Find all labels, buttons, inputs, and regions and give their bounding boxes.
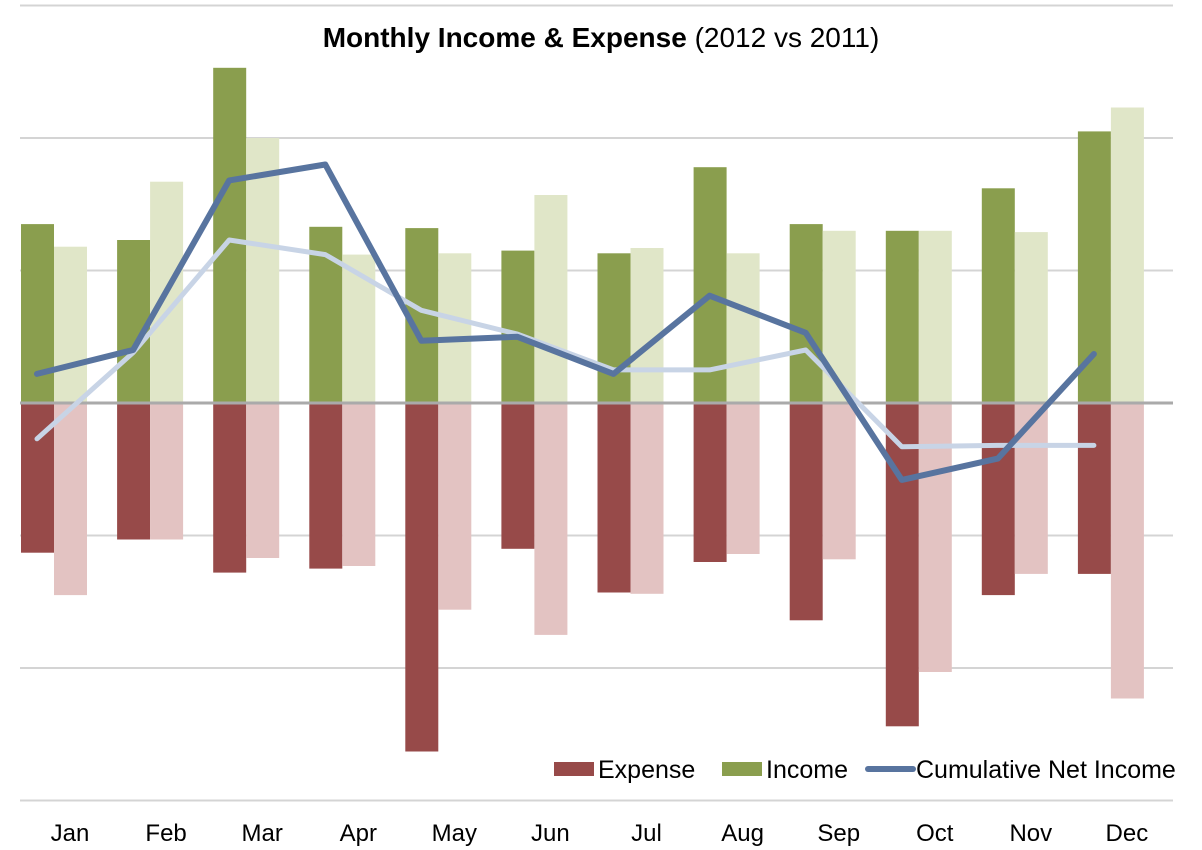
- x-tick-label: Feb: [145, 820, 186, 847]
- chart-subtitle: (2012 vs 2011): [694, 22, 880, 53]
- expense-bar-2011-dec: [1110, 403, 1144, 699]
- income-bar-2012-sep: [789, 224, 823, 403]
- legend-swatch-expense: [554, 762, 594, 776]
- income-bar-2011-may: [438, 253, 472, 403]
- expense-bar-2011-oct: [918, 403, 952, 672]
- x-tick-label: Jun: [531, 820, 570, 847]
- legend-swatch-income: [722, 762, 762, 776]
- x-tick-label: May: [432, 820, 477, 847]
- expense-bar-2012-dec: [1077, 403, 1111, 574]
- lines: [34, 161, 1097, 483]
- gridlines: [20, 4, 1173, 802]
- income-bar-2012-jul: [597, 253, 631, 403]
- income-bar-2012-oct: [885, 230, 919, 404]
- income-bar-2011-nov: [1014, 232, 1048, 403]
- expense-bar-2011-nov: [1014, 403, 1048, 574]
- income-bar-2012-jun: [501, 250, 535, 403]
- x-tick-label: Apr: [340, 820, 377, 847]
- expense-bar-2011-may: [438, 403, 472, 610]
- x-tick-label: Aug: [721, 820, 764, 847]
- expense-bar-2012-jul: [597, 403, 631, 593]
- chart-title-main: Monthly Income & Expense: [322, 22, 687, 53]
- bars: [21, 67, 1144, 752]
- expense-bar-2012-mar: [213, 403, 247, 573]
- x-tick-label: Oct: [916, 820, 954, 847]
- income-bar-2012-nov: [981, 188, 1015, 403]
- expense-bar-2011-mar: [246, 403, 280, 558]
- expense-bar-2012-feb: [117, 403, 151, 540]
- line-series-2011: [34, 237, 1097, 450]
- chart-title: Monthly Income & Expense (2012 vs 2011): [0, 22, 1202, 54]
- x-tick-label: Jul: [631, 820, 662, 847]
- x-tick-label: Dec: [1106, 820, 1149, 847]
- expense-bar-2012-apr: [309, 403, 343, 569]
- income-bar-2012-mar: [213, 67, 247, 404]
- expense-bar-2012-may: [405, 403, 439, 752]
- expense-bar-2011-apr: [342, 403, 376, 566]
- line-series-2012: [34, 161, 1097, 483]
- legend-label: Income: [766, 756, 848, 784]
- x-tick-label: Nov: [1009, 820, 1052, 847]
- expense-bar-2011-aug: [726, 403, 760, 554]
- income-bar-2012-aug: [693, 167, 727, 403]
- expense-bar-2012-nov: [981, 403, 1015, 596]
- income-bar-2011-jun: [534, 195, 568, 403]
- income-bar-2011-sep: [822, 230, 856, 404]
- x-tick-label: Sep: [817, 820, 860, 847]
- expense-bar-2011-jan: [54, 403, 87, 596]
- income-bar-2011-mar: [246, 138, 280, 403]
- legend: Expense Income Cumulative Net Income: [554, 756, 1176, 784]
- expense-bar-2011-jul: [630, 403, 664, 594]
- income-bar-2011-aug: [726, 253, 760, 403]
- income-bar-2011-dec: [1110, 107, 1144, 403]
- expense-bar-2012-aug: [693, 403, 727, 562]
- x-tick-label: Jan: [51, 820, 90, 847]
- x-tick-label: Mar: [242, 820, 283, 847]
- income-bar-2011-oct: [918, 230, 952, 404]
- income-bar-2012-feb: [117, 240, 151, 403]
- income-bar-2011-jul: [630, 248, 664, 403]
- expense-bar-2012-jun: [501, 403, 535, 549]
- x-tick-labels: Jan Feb Mar Apr May Jun Jul Aug Sep Oct Nov Dec: [51, 820, 1149, 847]
- expense-bar-2011-feb: [150, 403, 184, 540]
- expense-bar-2012-sep: [789, 403, 823, 621]
- income-bar-2011-jan: [54, 246, 87, 403]
- expense-bar-2012-oct: [885, 403, 919, 727]
- expense-bar-2011-jun: [534, 403, 568, 635]
- legend-label: Expense: [598, 756, 695, 784]
- expense-bar-2011-sep: [822, 403, 856, 560]
- legend-label: Cumulative Net Income: [916, 756, 1176, 784]
